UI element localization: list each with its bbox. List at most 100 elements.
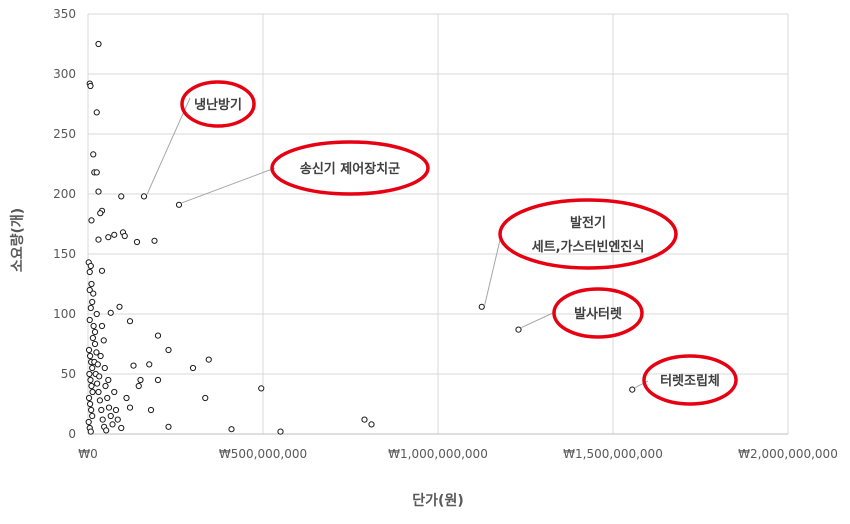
data-point [137, 376, 144, 384]
data-point [94, 380, 101, 387]
data-point [88, 217, 95, 224]
data-point [102, 382, 109, 390]
data-point [126, 404, 134, 411]
data-point [98, 322, 106, 330]
annotation-label: 터렛조립체 [660, 373, 720, 389]
data-point [107, 309, 114, 316]
data-point [98, 406, 105, 414]
data-point [103, 427, 110, 434]
data-point [89, 388, 96, 396]
data-point [88, 280, 95, 288]
data-point [151, 237, 158, 244]
annotation-label: 송신기 제어장치군 [300, 161, 400, 177]
data-point [205, 356, 212, 363]
annotation-label: 발사터렛 [574, 306, 622, 322]
data-point [133, 238, 141, 246]
data-point [97, 210, 104, 217]
data-point [95, 388, 102, 396]
data-point [228, 426, 235, 433]
data-point [116, 303, 123, 310]
annotation-leader-line [146, 97, 191, 195]
data-point [95, 40, 102, 48]
annotation-label: 세트,가스터빈엔진식 [532, 239, 645, 255]
annotation: 발사터렛 [521, 287, 644, 339]
data-point [93, 310, 100, 318]
data-point [111, 231, 118, 238]
data-point [105, 376, 112, 384]
data-point [118, 424, 125, 432]
x-tick-label: ₩2,000,000,000 [738, 447, 838, 461]
data-point [107, 412, 114, 420]
data-point [96, 397, 104, 404]
data-point [104, 394, 111, 402]
y-tick-label: 200 [53, 187, 76, 201]
y-tick-label: 0 [68, 427, 76, 441]
data-point [88, 382, 95, 390]
data-point [258, 385, 265, 392]
data-point [86, 286, 93, 294]
data-points [85, 40, 636, 435]
data-point [87, 82, 94, 90]
data-point [93, 109, 100, 116]
data-point [112, 406, 120, 414]
data-point [146, 361, 153, 368]
data-point [89, 364, 96, 372]
data-point [165, 423, 172, 430]
annotation-highlight-ellipse [552, 287, 644, 339]
data-point [91, 340, 99, 348]
data-point [123, 394, 130, 402]
data-point [87, 352, 94, 360]
x-tick-label: ₩1,000,000,000 [388, 447, 488, 461]
data-point [95, 188, 102, 195]
data-point [93, 169, 100, 176]
x-tick-label: ₩500,000,000 [219, 447, 307, 461]
data-point [130, 362, 137, 369]
data-point [109, 421, 116, 428]
data-point [90, 151, 97, 158]
data-point [189, 364, 197, 372]
data-point [87, 400, 94, 408]
data-point [96, 373, 103, 380]
data-point [85, 346, 93, 354]
data-point [368, 421, 375, 428]
data-point [91, 328, 99, 336]
data-point [277, 428, 284, 435]
data-point [94, 361, 101, 368]
data-point [105, 234, 112, 241]
data-point [85, 418, 92, 426]
x-tick-label: ₩1,500,000,000 [563, 447, 663, 461]
y-tick-labels: 0 50 100 150 200 250 300 350 [53, 7, 76, 441]
data-point [111, 388, 118, 396]
annotation-leader-line [521, 311, 556, 329]
data-point [89, 334, 97, 342]
data-point [101, 364, 108, 372]
data-point [118, 193, 125, 200]
annotation: 냉난방기 [146, 80, 256, 195]
data-point [126, 318, 134, 325]
x-tick-label: ₩0 [78, 447, 98, 461]
data-point [90, 290, 97, 297]
data-point [86, 268, 93, 276]
y-tick-label: 100 [53, 307, 76, 321]
data-point [629, 386, 636, 393]
y-tick-label: 300 [53, 67, 76, 81]
data-point [114, 416, 121, 423]
data-point [361, 416, 368, 423]
data-point [87, 428, 94, 435]
y-tick-label: 50 [61, 367, 76, 381]
data-point [175, 201, 183, 208]
annotation-highlight-ellipse [642, 354, 738, 406]
data-point [165, 346, 172, 354]
data-point [154, 376, 162, 384]
annotation-label: 발전기 [570, 215, 606, 231]
data-point [89, 298, 96, 306]
data-point [202, 394, 209, 402]
data-point [97, 352, 104, 360]
annotation-highlight-ellipse [180, 80, 256, 128]
annotation-highlight-ellipse [270, 140, 430, 196]
data-point [86, 316, 93, 324]
data-point [93, 349, 100, 356]
data-point [478, 303, 485, 310]
